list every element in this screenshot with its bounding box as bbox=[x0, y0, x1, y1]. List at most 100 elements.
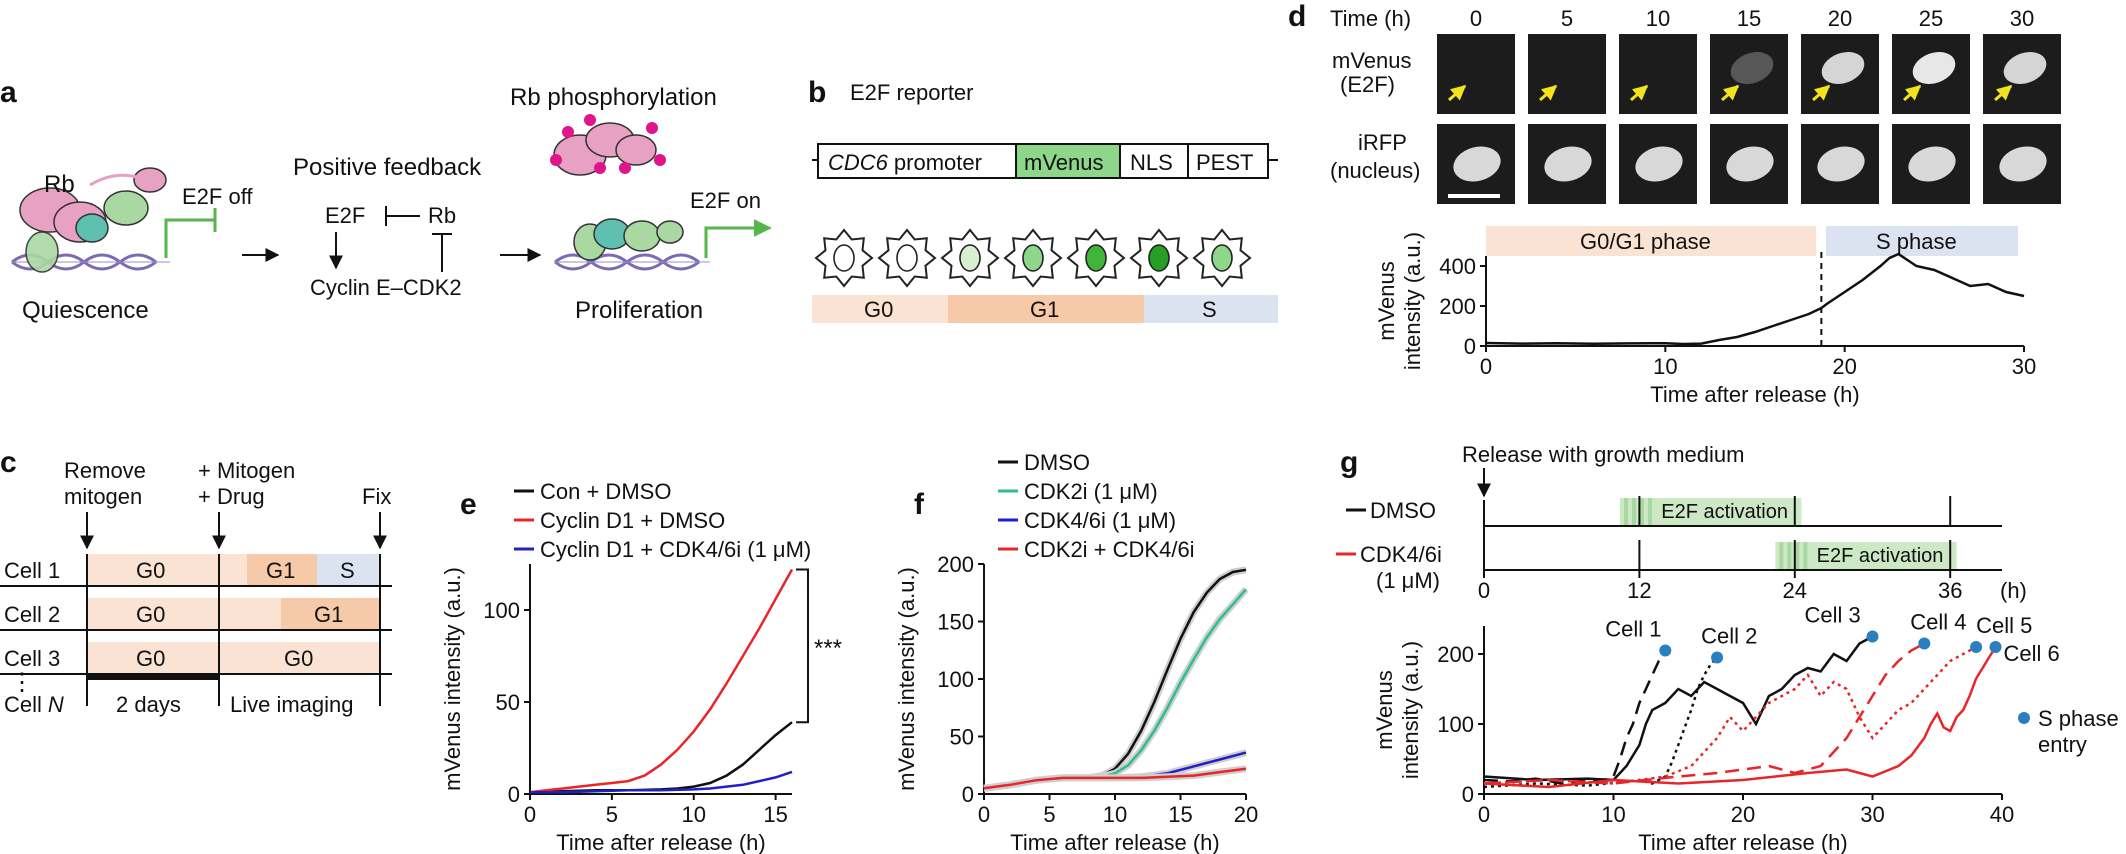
s-entry-dot-3 bbox=[1866, 630, 1879, 643]
panel-c: c Remove mitogen + Mitogen + Drug Fix G0… bbox=[0, 446, 392, 717]
cell2-label: Cell 2 bbox=[4, 602, 60, 627]
x-label-e: Time after release (h) bbox=[556, 830, 765, 854]
series-line-f-1 bbox=[983, 588, 1247, 790]
phase-g1-bar bbox=[948, 295, 1144, 323]
yellow-arrow-10 bbox=[1630, 84, 1649, 102]
s-entry-dot-legend bbox=[2018, 712, 2030, 724]
cell-dots: ⋮ bbox=[10, 669, 34, 696]
e2f-off-label: E2F off bbox=[182, 184, 253, 209]
cell3-label: Cell 3 bbox=[4, 646, 60, 671]
s-entry-dot-1 bbox=[1659, 644, 1672, 657]
x-tick-label-g-40: 40 bbox=[1990, 802, 2014, 827]
legend-label-f-1: CDK2i (1 μM) bbox=[1024, 479, 1158, 504]
panel-b: b E2F reporter CDC6 promoter mVenus NLS P… bbox=[808, 76, 1278, 323]
x-tick-label-e-5: 5 bbox=[606, 802, 618, 827]
legend-label-e-2: Cyclin D1 + CDK4/6i (1 μM) bbox=[540, 537, 811, 562]
cdk46-row-conc: (1 μM) bbox=[1376, 568, 1440, 593]
panel-d: d Time (h) 0 5 10 15 20 25 30 mVenus (E2F) iRF… bbox=[1288, 0, 2061, 256]
row-irfp-label: iRFP bbox=[1358, 130, 1407, 155]
time-label-15: 15 bbox=[1737, 6, 1761, 31]
g0g1-phase-label: G0/G1 phase bbox=[1580, 229, 1711, 254]
reporter-nucleus-6 bbox=[1148, 244, 1170, 272]
cell3-g0-text: G0 bbox=[136, 646, 165, 671]
cell-label-g-6: Cell 6 bbox=[2004, 641, 2060, 666]
time-label-20: 20 bbox=[1828, 6, 1852, 31]
e2f-off-promoter bbox=[164, 218, 215, 258]
y-tick-label-f-150: 150 bbox=[937, 610, 974, 635]
cyclin-label: Cyclin E–CDK2 bbox=[310, 275, 462, 300]
y-tick-label-e-50: 50 bbox=[496, 690, 520, 715]
s-entry-dot-2 bbox=[1711, 651, 1724, 664]
phase-g0-label: G0 bbox=[864, 297, 893, 322]
y-label2-d: intensity (a.u.) bbox=[1400, 232, 1425, 370]
yellow-arrow-25 bbox=[1903, 84, 1922, 102]
significance-stars: *** bbox=[814, 635, 842, 662]
x-tick-label-d-20: 20 bbox=[1832, 354, 1856, 379]
irfp-nucleus-15 bbox=[1726, 146, 1774, 182]
two-days-label: 2 days bbox=[116, 692, 181, 717]
panel-b-letter: b bbox=[808, 76, 826, 109]
mvenus-nucleus-20 bbox=[1821, 52, 1865, 84]
x-tick-label-d-10: 10 bbox=[1653, 354, 1677, 379]
cell-label-g-2: Cell 2 bbox=[1701, 624, 1757, 649]
cdk46-row-label: CDK4/6i bbox=[1360, 542, 1442, 567]
timeline-tick-label-36: 36 bbox=[1938, 578, 1962, 603]
x-label-d: Time after release (h) bbox=[1650, 382, 1859, 407]
rb-phosphorylation-label: Rb phosphorylation bbox=[510, 84, 717, 111]
cell-n-italic: N bbox=[48, 692, 64, 717]
reporter-nucleus-2 bbox=[896, 244, 918, 272]
microscopy-images bbox=[1437, 34, 2061, 204]
activation-label-0: E2F activation bbox=[1661, 501, 1788, 523]
quiescence-label: Quiescence bbox=[22, 297, 149, 324]
cell1-g0b-bar bbox=[219, 554, 247, 586]
plus-drug-label: + Drug bbox=[198, 484, 265, 509]
series-band-f-1 bbox=[983, 586, 1249, 792]
x-tick-label-e-0: 0 bbox=[524, 802, 536, 827]
cell2-g1-bar bbox=[281, 598, 380, 630]
pest-box bbox=[1187, 143, 1269, 179]
series-line-g-3 bbox=[1483, 642, 1925, 785]
y-label-f: mVenus intensity (a.u.) bbox=[894, 567, 919, 791]
time-label-25: 25 bbox=[1919, 6, 1943, 31]
y-tick-label-g-100: 100 bbox=[1437, 712, 1474, 737]
rb-label-a: Rb bbox=[44, 171, 75, 198]
series-line-f-3 bbox=[983, 767, 1247, 790]
series-line-f-0 bbox=[983, 568, 1247, 790]
series-line-g-2 bbox=[1483, 635, 1874, 782]
x-tick-label-f-20: 20 bbox=[1234, 802, 1258, 827]
e2f-on-arrow bbox=[704, 219, 772, 258]
phase-s-label: S bbox=[1202, 297, 1217, 322]
y-tick-label-f-50: 50 bbox=[950, 725, 974, 750]
series-line-d-0 bbox=[1485, 252, 2025, 346]
y-label-d: mVenus bbox=[1374, 261, 1399, 341]
cell-n-label: Cell N bbox=[4, 692, 64, 717]
nls-label: NLS bbox=[1130, 150, 1173, 175]
activation-stripe-0-3 bbox=[1647, 498, 1652, 526]
y-tick-label-e-0: 0 bbox=[508, 782, 520, 807]
significance-bracket bbox=[796, 568, 809, 724]
s-entry-label-2: entry bbox=[2038, 732, 2087, 757]
yellow-arrow-0 bbox=[1448, 84, 1467, 102]
legend-label-f-2: CDK4/6i (1 μM) bbox=[1024, 508, 1176, 533]
activation-stripe-0-0 bbox=[1623, 498, 1628, 526]
x-tick-label-f-5: 5 bbox=[1043, 802, 1055, 827]
cell-n-word: Cell bbox=[4, 692, 42, 717]
e2f-on-label: E2F on bbox=[690, 188, 761, 213]
row-nucleus-label: (nucleus) bbox=[1330, 158, 1420, 183]
mitogen-label: mitogen bbox=[64, 484, 142, 509]
phase-g0-bar bbox=[812, 295, 948, 323]
time-label-30: 30 bbox=[2010, 6, 2034, 31]
s-entry-dot-5 bbox=[1970, 641, 1983, 653]
cdc6-italic: CDC6 bbox=[828, 150, 889, 175]
time-label-10: 10 bbox=[1646, 6, 1670, 31]
panel-g-letter: g bbox=[1340, 446, 1358, 479]
x-tick-label-d-0: 0 bbox=[1480, 354, 1492, 379]
y-tick-label-f-200: 200 bbox=[937, 552, 974, 577]
irfp-nucleus-25 bbox=[1908, 146, 1956, 182]
mvenus-nucleus-30 bbox=[2003, 52, 2047, 84]
cell3-g0b-bar bbox=[219, 642, 380, 674]
panel-c-letter: c bbox=[0, 446, 17, 479]
panel-a-letter: a bbox=[0, 76, 17, 109]
row-mvenus-label: mVenus bbox=[1332, 48, 1412, 73]
irfp-nucleus-20 bbox=[1817, 146, 1865, 182]
